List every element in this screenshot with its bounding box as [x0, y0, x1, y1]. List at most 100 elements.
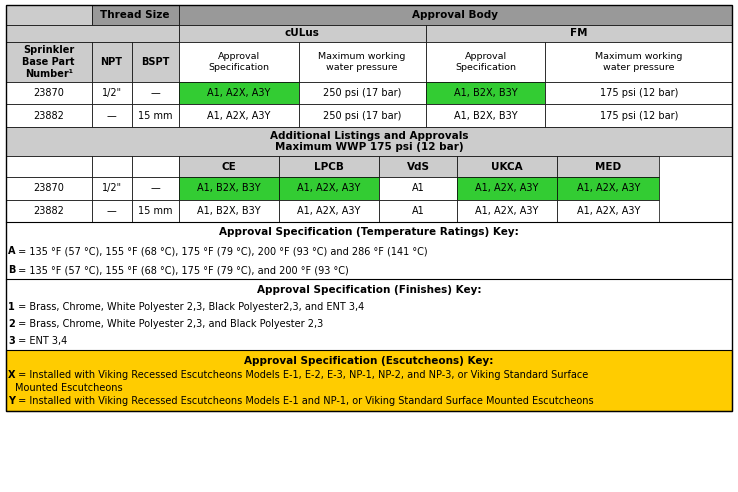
Text: 1/2": 1/2"	[102, 88, 122, 98]
Text: 23882: 23882	[33, 206, 64, 216]
Bar	[557, 177, 660, 200]
Text: Mounted Escutcheons: Mounted Escutcheons	[15, 383, 123, 393]
Text: —: —	[151, 184, 160, 193]
Bar	[131, 82, 179, 104]
Bar	[6, 200, 92, 222]
Text: Approval
Specification: Approval Specification	[208, 52, 269, 72]
Bar	[457, 156, 557, 177]
Text: Y: Y	[8, 396, 15, 406]
Bar	[457, 177, 557, 200]
Text: NPT: NPT	[100, 57, 123, 67]
Bar	[279, 156, 379, 177]
Bar	[545, 82, 732, 104]
Text: 23870: 23870	[33, 88, 64, 98]
Text: Approval Specification (Escutcheons) Key:: Approval Specification (Escutcheons) Key…	[244, 356, 494, 366]
Bar	[6, 5, 92, 25]
Text: 15 mm: 15 mm	[138, 206, 173, 216]
Bar	[545, 42, 732, 82]
Bar	[92, 104, 131, 127]
Bar	[6, 156, 92, 177]
Bar	[131, 177, 179, 200]
Bar	[426, 42, 545, 82]
Bar	[179, 200, 279, 222]
Text: A1, B2X, B3Y: A1, B2X, B3Y	[454, 111, 517, 121]
Bar	[6, 42, 92, 82]
Bar	[279, 177, 379, 200]
Bar	[92, 177, 131, 200]
Text: FM: FM	[570, 29, 587, 38]
Bar	[179, 156, 279, 177]
Bar	[92, 42, 131, 82]
Text: A1, B2X, B3Y: A1, B2X, B3Y	[197, 184, 261, 193]
Bar	[179, 5, 732, 25]
Text: VdS: VdS	[407, 162, 430, 172]
Bar	[131, 104, 179, 127]
Text: = ENT 3,4: = ENT 3,4	[15, 336, 68, 346]
Bar	[426, 25, 732, 42]
Bar	[92, 156, 131, 177]
Bar	[6, 5, 732, 411]
Text: = Brass, Chrome, White Polyester 2,3, Black Polyester2,3, and ENT 3,4: = Brass, Chrome, White Polyester 2,3, Bl…	[15, 302, 365, 312]
Text: A1, A2X, A3Y: A1, A2X, A3Y	[576, 184, 640, 193]
Text: 1: 1	[8, 302, 15, 312]
Bar	[426, 104, 545, 127]
Text: A1, A2X, A3Y: A1, A2X, A3Y	[207, 88, 270, 98]
Text: 2: 2	[8, 319, 15, 329]
Text: BSPT: BSPT	[141, 57, 169, 67]
Bar	[179, 177, 279, 200]
Bar	[299, 42, 426, 82]
Text: 175 psi (12 bar): 175 psi (12 bar)	[599, 88, 678, 98]
Text: = Installed with Viking Recessed Escutcheons Models E-1 and NP-1, or Viking Stan: = Installed with Viking Recessed Escutch…	[15, 396, 594, 406]
Bar	[179, 42, 299, 82]
Text: Sprinkler
Base Part
Number¹: Sprinkler Base Part Number¹	[22, 45, 75, 79]
Text: Maximum working
water pressure: Maximum working water pressure	[595, 52, 683, 72]
Bar	[179, 82, 299, 104]
Bar	[379, 200, 457, 222]
Bar	[6, 25, 179, 42]
Text: 23870: 23870	[33, 184, 64, 193]
Bar	[6, 104, 92, 127]
Text: 250 psi (17 bar): 250 psi (17 bar)	[323, 111, 401, 121]
Text: = Brass, Chrome, White Polyester 2,3, and Black Polyester 2,3: = Brass, Chrome, White Polyester 2,3, an…	[15, 319, 324, 329]
Bar	[6, 350, 732, 411]
Text: A1: A1	[412, 206, 424, 216]
Bar	[92, 200, 131, 222]
Text: A1, A2X, A3Y: A1, A2X, A3Y	[475, 206, 539, 216]
Bar	[557, 156, 660, 177]
Text: A1, A2X, A3Y: A1, A2X, A3Y	[207, 111, 270, 121]
Text: A1, A2X, A3Y: A1, A2X, A3Y	[475, 184, 539, 193]
Text: CE: CE	[221, 162, 236, 172]
Bar	[92, 82, 131, 104]
Text: Approval Body: Approval Body	[413, 10, 498, 20]
Text: X: X	[8, 370, 15, 380]
Text: LPCB: LPCB	[314, 162, 344, 172]
Bar	[179, 25, 426, 42]
Text: = Installed with Viking Recessed Escutcheons Models E-1, E-2, E-3, NP-1, NP-2, a: = Installed with Viking Recessed Escutch…	[15, 370, 589, 380]
Text: A1, A2X, A3Y: A1, A2X, A3Y	[576, 206, 640, 216]
Bar	[6, 177, 92, 200]
Bar	[545, 104, 732, 127]
Text: Thread Size: Thread Size	[100, 10, 170, 20]
Bar	[179, 104, 299, 127]
Text: B: B	[8, 265, 15, 275]
Text: 250 psi (17 bar): 250 psi (17 bar)	[323, 88, 401, 98]
Text: A1, B2X, B3Y: A1, B2X, B3Y	[197, 206, 261, 216]
Bar	[92, 5, 179, 25]
Bar	[6, 127, 732, 156]
Bar	[131, 156, 179, 177]
Bar	[379, 156, 457, 177]
Bar	[6, 82, 92, 104]
Text: cULus: cULus	[285, 29, 320, 38]
Bar	[299, 82, 426, 104]
Bar	[131, 42, 179, 82]
Text: —: —	[107, 111, 117, 121]
Bar	[279, 200, 379, 222]
Text: —: —	[151, 88, 160, 98]
Bar	[299, 104, 426, 127]
Text: A1, A2X, A3Y: A1, A2X, A3Y	[297, 184, 361, 193]
Text: —: —	[107, 206, 117, 216]
Bar	[426, 82, 545, 104]
Bar	[457, 200, 557, 222]
Text: Additional Listings and Approvals
Maximum WWP 175 psi (12 bar): Additional Listings and Approvals Maximu…	[270, 131, 468, 153]
Text: 175 psi (12 bar): 175 psi (12 bar)	[599, 111, 678, 121]
